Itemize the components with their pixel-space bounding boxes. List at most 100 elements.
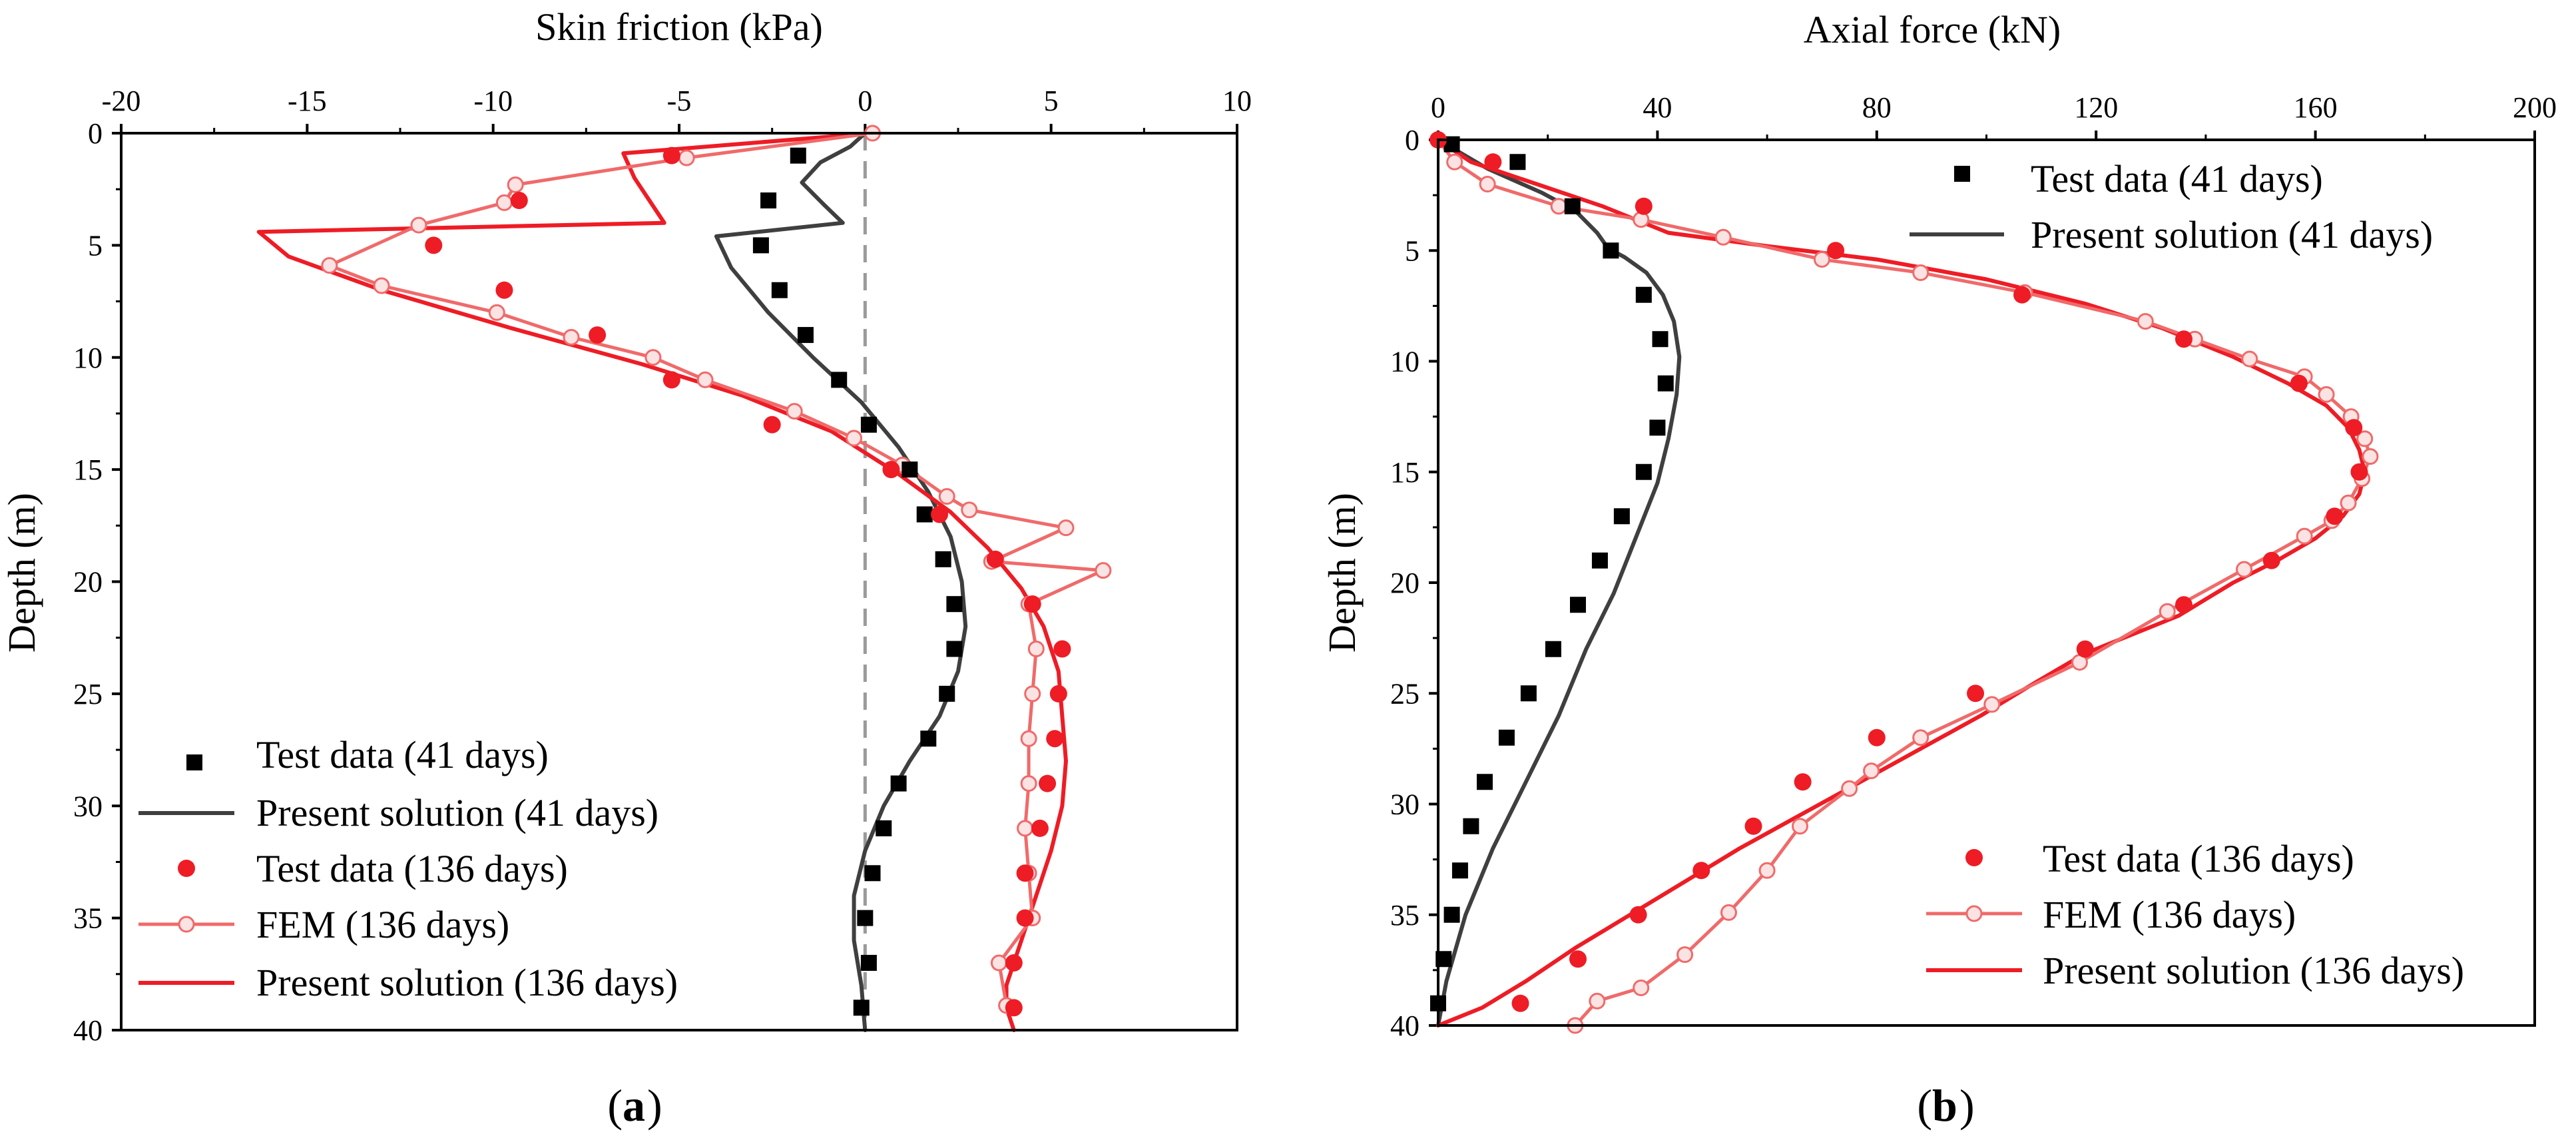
panel-b-x-tick-label: 80 bbox=[1862, 91, 1892, 124]
panel-b-y-tick-label: 35 bbox=[1390, 899, 1419, 932]
panel-b-point-fem-136-days bbox=[2318, 386, 2335, 403]
panel-b-point-test-data-136-days bbox=[2345, 419, 2363, 437]
panel-b-legend-top: Test data (41 days) Present solution (41… bbox=[1910, 157, 2433, 256]
panel-b-point-fem-136-days bbox=[2159, 603, 2176, 620]
panel-a-x-tick-label: 0 bbox=[858, 85, 872, 117]
panel-b-point-test-data-136-days bbox=[1692, 862, 1710, 880]
panel-a-point-fem-136-days bbox=[1027, 641, 1045, 658]
panel-a-point-fem-136-days bbox=[563, 328, 580, 346]
panel-b-point-test-data-41-days bbox=[1498, 729, 1515, 746]
panel-a-point-test-data-41-days bbox=[946, 641, 963, 657]
panel-b-point-fem-136-days bbox=[2362, 447, 2379, 465]
panel-b-y-tick-label: 40 bbox=[1390, 1009, 1419, 1042]
panel-b-point-test-data-41-days bbox=[1603, 242, 1619, 259]
panel-b-point-test-data-41-days bbox=[1652, 331, 1669, 348]
panel-b-point-test-data-136-days bbox=[1635, 197, 1653, 215]
panel-b-point-test-data-41-days bbox=[1649, 420, 1666, 436]
panel-b-point-fem-136-days bbox=[2356, 430, 2374, 447]
panel-a-point-test-data-136-days bbox=[931, 505, 949, 523]
panel-b-point-test-data-41-days bbox=[1564, 198, 1581, 214]
panel-a-x-tick-label: 5 bbox=[1044, 85, 1059, 117]
panel-a-point-fem-136-days bbox=[961, 501, 978, 519]
panel-a-point-fem-136-days bbox=[938, 488, 955, 505]
panel-b-point-test-data-136-days bbox=[1484, 153, 1502, 171]
panel-b-y-tick-label: 15 bbox=[1390, 456, 1419, 489]
panel-a-point-test-data-136-days bbox=[510, 192, 528, 210]
panel-b-point-test-data-136-days bbox=[1744, 817, 1762, 835]
legend-a-label-present-41: Present solution (41 days) bbox=[256, 791, 658, 834]
panel-b-point-test-data-136-days bbox=[1629, 906, 1647, 924]
panel-b-point-test-data-41-days bbox=[1476, 774, 1493, 790]
panel-b-y-tick-label: 5 bbox=[1405, 234, 1419, 267]
panel-b-point-fem-136-days bbox=[2241, 350, 2258, 368]
legend-b-marker-test-136 bbox=[1965, 849, 1983, 866]
panel-b-y-tick-label: 10 bbox=[1390, 346, 1419, 378]
panel-a-point-fem-136-days bbox=[373, 277, 390, 294]
panel-a-point-test-data-136-days bbox=[986, 550, 1004, 568]
panel-b-line-present-solution-41-days bbox=[1436, 138, 1682, 1027]
panel-b-point-fem-136-days bbox=[1912, 264, 1930, 281]
panel-a-label-open-paren: ( bbox=[607, 1080, 623, 1131]
panel-b-point-fem-136-days bbox=[1841, 780, 1858, 797]
legend-a-label-test-136: Test data (136 days) bbox=[256, 847, 568, 890]
legend-a-marker-test-136 bbox=[178, 860, 195, 877]
legend-a-marker-fem-136 bbox=[178, 916, 195, 933]
panel-b-point-test-data-136-days bbox=[2175, 596, 2192, 614]
panel-a-y-tick-label: 10 bbox=[73, 342, 103, 374]
panel-b-point-fem-136-days bbox=[2340, 494, 2357, 511]
panel-a-point-fem-136-days bbox=[1017, 820, 1034, 837]
panel-b-point-test-data-41-days bbox=[1657, 375, 1674, 392]
panel-b-point-fem-136-days bbox=[1714, 228, 1732, 246]
panel-b-x-tick-label: 200 bbox=[2513, 91, 2557, 124]
panel-a-x-axis-label: Skin friction (kPa) bbox=[535, 5, 823, 49]
panel-a-point-test-data-136-days bbox=[589, 326, 607, 344]
panel-b-x-tick-label: 0 bbox=[1431, 91, 1445, 124]
panel-a-series bbox=[256, 125, 1112, 1032]
panel-a-ticks: -20 -15 -10 -5 0 5 10 0 5 10 15 20 25 30 35 40 bbox=[73, 85, 1252, 1047]
panel-a-point-test-data-136-days bbox=[763, 416, 781, 433]
panel-a-plot-frame bbox=[120, 132, 1238, 1031]
panel-a-point-test-data-41-days bbox=[946, 596, 963, 613]
panel-a-point-fem-136-days bbox=[1024, 685, 1041, 703]
panel-a-x-tick-label: -15 bbox=[288, 85, 327, 117]
panel-a-y-tick-label: 30 bbox=[73, 790, 103, 822]
panel-b-point-test-data-41-days bbox=[1443, 906, 1460, 923]
panel-b-point-test-data-136-days bbox=[2350, 463, 2368, 481]
legend-a-label-fem-136: FEM (136 days) bbox=[256, 903, 509, 946]
panel-b-x-tick-label: 120 bbox=[2074, 91, 2118, 124]
panel-a-x-tick-label: 10 bbox=[1222, 85, 1252, 117]
panel-b-point-fem-136-days bbox=[1983, 696, 2001, 713]
panel-b-x-tick-label: 160 bbox=[2294, 91, 2338, 124]
legend-b-marker-fem-136 bbox=[1965, 905, 1983, 922]
legend-b-label-present-136: Present solution (136 days) bbox=[2043, 949, 2464, 992]
panel-b-point-test-data-41-days bbox=[1545, 641, 1561, 657]
panel-b-point-fem-136-days bbox=[1676, 946, 1694, 964]
panel-b-label-open-paren: ( bbox=[1917, 1080, 1932, 1131]
panel-a-point-fem-136-days bbox=[1057, 519, 1075, 537]
panel-a-point-test-data-136-days bbox=[425, 236, 443, 254]
panel-a-point-test-data-41-days bbox=[857, 910, 874, 926]
panel-a-point-test-data-136-days bbox=[1049, 685, 1067, 703]
panel-a-point-test-data-136-days bbox=[662, 371, 680, 389]
panel-a-point-test-data-136-days bbox=[1053, 640, 1071, 658]
panel-b-point-fem-136-days bbox=[2137, 313, 2154, 330]
panel-b-x-tick-label: 40 bbox=[1643, 91, 1672, 124]
panel-b-point-fem-136-days bbox=[1863, 762, 1880, 780]
panel-a-point-test-data-136-days bbox=[1046, 730, 1064, 748]
panel-a-point-test-data-41-days bbox=[860, 416, 877, 433]
panel-a-y-tick-label: 35 bbox=[73, 902, 103, 935]
panel-a-y-tick-label: 15 bbox=[73, 453, 103, 486]
panel-a-point-fem-136-days bbox=[488, 304, 505, 321]
panel-b-plot-frame bbox=[1437, 139, 2536, 1027]
panel-a-point-test-data-41-days bbox=[853, 999, 870, 1016]
panel-a-point-test-data-136-days bbox=[662, 146, 680, 164]
panel-a-label-close-paren: ) bbox=[647, 1080, 662, 1131]
panel-b-point-fem-136-days bbox=[1633, 979, 1650, 996]
panel-b-point-fem-136-days bbox=[1720, 904, 1737, 921]
panel-b-point-test-data-136-days bbox=[2262, 551, 2280, 569]
panel-b-point-test-data-41-days bbox=[1451, 862, 1468, 879]
legend-b-label-test-136: Test data (136 days) bbox=[2043, 837, 2354, 880]
panel-b-x-axis-label: Axial force (kN) bbox=[1804, 8, 2061, 51]
panel-b-label-letter: b bbox=[1932, 1080, 1957, 1131]
